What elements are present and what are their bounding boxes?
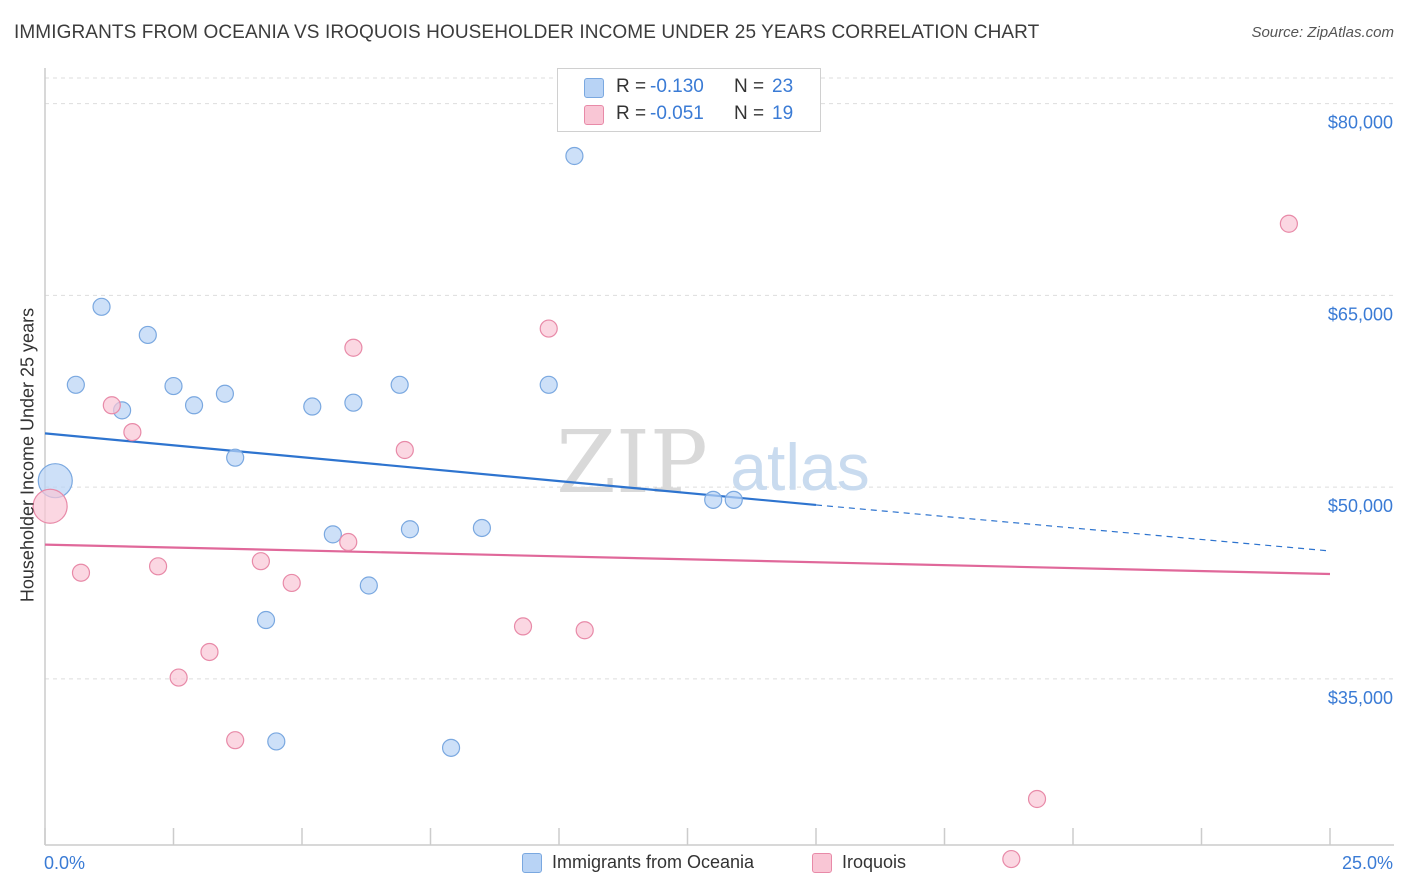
tick-labels: $80,000 $65,000 $50,000 $35,000 0.0% 25.0%: [44, 113, 1393, 873]
point-iroquois: [102, 396, 121, 415]
point-iroquois: [339, 532, 358, 552]
point-iroquois: [1279, 214, 1298, 233]
watermark: ZIP atlas: [556, 413, 870, 513]
legend-label: Immigrants from Oceania: [552, 852, 755, 872]
watermark-atlas: atlas: [730, 430, 869, 504]
legend-swatch-pink: [584, 105, 604, 125]
watermark-zip: ZIP: [556, 413, 708, 513]
chart-title: IMMIGRANTS FROM OCEANIA VS IROQUOIS HOUS…: [14, 22, 1040, 43]
y-tick-label: $65,000: [1328, 304, 1393, 324]
point-oceania: [92, 297, 111, 316]
point-iroquois: [513, 617, 533, 636]
point-oceania: [359, 576, 378, 595]
point-oceania: [400, 520, 420, 539]
r-label: R =: [616, 76, 647, 97]
n-value: 23: [772, 76, 794, 97]
y-tick-label: $80,000: [1328, 113, 1393, 133]
point-oceania: [344, 393, 363, 412]
point-oceania: [138, 325, 157, 345]
legend-swatch-pink: [812, 852, 832, 873]
point-iroquois: [575, 621, 594, 640]
source-label: Source: ZipAtlas.com: [1251, 24, 1394, 41]
point-oceania: [215, 384, 234, 403]
point-oceania: [66, 375, 85, 394]
point-iroquois: [71, 563, 91, 582]
point-oceania: [184, 396, 204, 415]
y-axis-label: Householder Income Under 25 years: [17, 307, 38, 603]
point-oceania: [565, 146, 584, 166]
n-label: N =: [734, 103, 765, 124]
point-iroquois: [1027, 789, 1047, 809]
point-iroquois: [148, 557, 168, 576]
legend-item-oceania: Immigrants from Oceania: [522, 852, 754, 873]
point-iroquois: [226, 731, 245, 750]
point-iroquois: [282, 573, 301, 593]
point-iroquois: [32, 488, 68, 524]
x-tick-label: 0.0%: [44, 853, 85, 873]
point-oceania: [226, 448, 245, 467]
point-iroquois: [539, 319, 558, 338]
trend-line-extension: [815, 504, 1331, 552]
data-points: [32, 146, 1298, 869]
legend-item-iroquois: Iroquois: [812, 852, 906, 873]
point-iroquois: [200, 642, 219, 662]
y-tick-label: $50,000: [1328, 496, 1393, 516]
axes: [44, 68, 1394, 846]
point-oceania: [164, 376, 183, 396]
trend-line: [44, 543, 1331, 576]
point-iroquois: [1002, 849, 1021, 869]
point-iroquois: [251, 552, 270, 571]
r-label: R =: [616, 103, 647, 124]
point-oceania: [724, 490, 743, 509]
legend-swatch-blue: [584, 78, 604, 98]
point-iroquois: [169, 668, 188, 687]
r-value: -0.130: [650, 76, 704, 97]
x-tick-label: 25.0%: [1342, 853, 1393, 873]
correlation-legend: R = -0.130 N = 23 R = -0.051 N = 19: [557, 68, 821, 132]
grid-lines: [45, 77, 1394, 680]
point-oceania: [303, 397, 322, 416]
r-value: -0.051: [650, 103, 704, 124]
point-oceania: [267, 732, 286, 751]
point-iroquois: [395, 440, 414, 460]
point-iroquois: [123, 422, 142, 442]
n-value: 19: [772, 103, 794, 124]
n-label: N =: [734, 76, 765, 97]
point-oceania: [390, 375, 409, 394]
point-iroquois: [344, 338, 363, 357]
y-tick-label: $35,000: [1328, 688, 1393, 708]
legend-swatch-blue: [522, 852, 542, 873]
trend-line: [44, 432, 817, 507]
point-oceania: [539, 375, 558, 394]
point-oceania: [441, 738, 461, 757]
legend-label: Iroquois: [842, 852, 907, 872]
trend-lines: [44, 432, 1331, 576]
point-oceania: [472, 518, 491, 538]
point-oceania: [323, 525, 342, 544]
point-oceania: [256, 610, 276, 630]
point-oceania: [704, 490, 723, 509]
